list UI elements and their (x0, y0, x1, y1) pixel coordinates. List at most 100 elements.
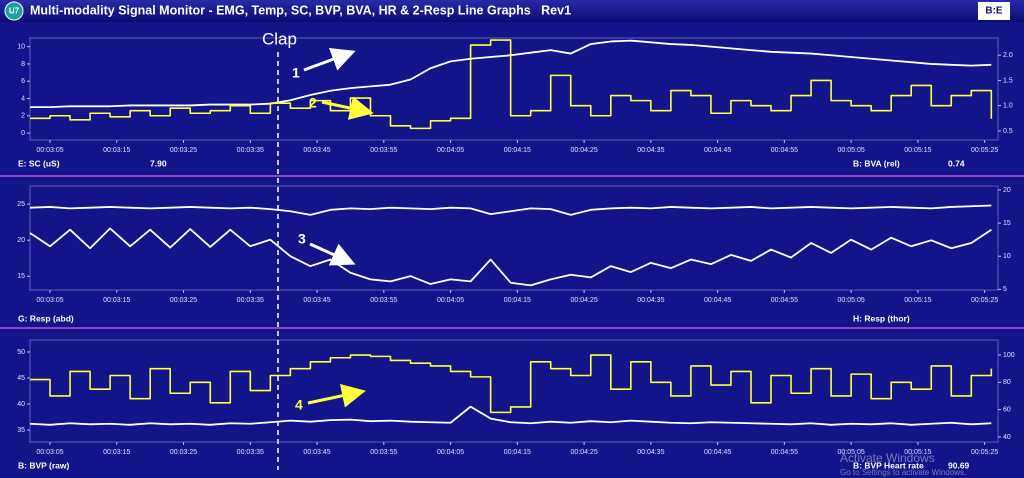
watermark-subtitle: Go to Settings to activate Windows. (840, 468, 966, 477)
series-line (29, 405, 992, 426)
charts: 0 2 4 6 8 10 0.5 1.0 1.5 2.0 00:03:05 00:03:15 00:03… (17, 37, 1015, 470)
x-tick-label: 00:03:55 (370, 297, 397, 304)
x-tick-label: 00:03:05 (36, 297, 63, 304)
annotation: 1 (292, 65, 300, 81)
arrow (309, 242, 356, 266)
x-tick-label: 00:04:55 (771, 147, 798, 154)
x-tick-label: 00:05:05 (838, 147, 865, 154)
series-line (29, 227, 992, 287)
x-tick-label: 00:04:35 (637, 449, 664, 456)
x-tick-label: 00:03:15 (103, 449, 130, 456)
x-tick-label: 00:04:25 (570, 449, 597, 456)
x-tick-label: 00:03:45 (303, 449, 330, 456)
y2-tick-label: 5 (1003, 286, 1007, 293)
x-tick-label: 00:05:05 (838, 449, 865, 456)
y2-tick-label: 60 (1003, 406, 1011, 413)
x-tick-label: 00:04:45 (704, 147, 731, 154)
y-tick-label: 25 (17, 201, 25, 208)
x-tick-label: 00:04:15 (504, 449, 531, 456)
y-tick-label: 8 (21, 61, 25, 68)
series-line (30, 354, 993, 414)
annotation: 2 (309, 95, 317, 111)
readout: 90.69 (948, 460, 970, 470)
x-tick-label: 00:05:15 (904, 147, 931, 154)
y-tick-label: 10 (17, 43, 25, 50)
x-tick-label: 00:03:25 (170, 449, 197, 456)
x-tick-label: 00:04:25 (570, 147, 597, 154)
annotation: 4 (295, 397, 303, 413)
annotation: Clap (262, 29, 297, 48)
x-tick-label: 00:04:05 (437, 147, 464, 154)
series-label: G: Resp (abd) (18, 313, 74, 323)
x-tick-label: 00:05:25 (971, 449, 998, 456)
arrow (307, 383, 366, 408)
arrow (321, 96, 374, 120)
x-tick-label: 00:03:55 (370, 147, 397, 154)
y2-tick-label: 10 (1003, 253, 1011, 260)
y2-tick-label: 1.0 (1003, 103, 1013, 110)
y-tick-label: 50 (17, 349, 25, 356)
x-tick-label: 00:03:05 (36, 449, 63, 456)
x-tick-label: 00:04:55 (771, 297, 798, 304)
x-tick-label: 00:05:15 (904, 297, 931, 304)
x-tick-label: 00:04:45 (704, 449, 731, 456)
y-tick-label: 0 (21, 130, 25, 137)
y-tick-label: 20 (17, 237, 25, 244)
readout: 0.74 (948, 158, 965, 168)
series-label: B: BVA (rel) (853, 158, 900, 168)
series-label: H: Resp (thor) (853, 313, 910, 323)
readout: 7.90 (150, 158, 167, 168)
plot-area (29, 339, 999, 443)
series-label: B: BVP Heart rate (853, 460, 924, 470)
x-tick-label: 00:03:15 (103, 147, 130, 154)
y2-tick-label: 40 (1003, 434, 1011, 441)
x-tick-label: 00:03:35 (237, 147, 264, 154)
x-tick-label: 00:03:35 (237, 449, 264, 456)
x-tick-label: 00:04:15 (504, 297, 531, 304)
y2-tick-label: 20 (1003, 187, 1011, 194)
x-tick-label: 00:05:25 (971, 297, 998, 304)
logo: B:E (985, 6, 1003, 17)
x-tick-label: 00:05:25 (971, 147, 998, 154)
plot-area (29, 37, 999, 141)
arrow (303, 47, 356, 72)
series-line (30, 39, 993, 130)
x-tick-label: 00:04:25 (570, 297, 597, 304)
y2-tick-label: 80 (1003, 379, 1011, 386)
y-tick-label: 15 (17, 273, 25, 280)
y2-tick-label: 2.0 (1003, 52, 1013, 59)
series-label: E: SC (uS) (18, 158, 60, 168)
x-tick-label: 00:03:45 (303, 147, 330, 154)
series-line (29, 204, 992, 216)
y-tick-label: 4 (21, 95, 25, 102)
app-badge (4, 1, 24, 21)
x-tick-label: 00:04:15 (504, 147, 531, 154)
y2-tick-label: 15 (1003, 220, 1011, 227)
y-tick-label: 40 (17, 401, 25, 408)
x-tick-label: 00:04:05 (437, 297, 464, 304)
x-tick-label: 00:04:55 (771, 449, 798, 456)
y-tick-label: 2 (21, 113, 25, 120)
y-tick-label: 6 (21, 78, 25, 85)
window-title: Multi-modality Signal Monitor - EMG, Tem… (30, 3, 571, 17)
x-tick-label: 00:04:05 (437, 449, 464, 456)
x-tick-label: 00:03:25 (170, 147, 197, 154)
x-tick-label: 00:05:15 (904, 449, 931, 456)
x-tick-label: 00:05:05 (838, 297, 865, 304)
logo-box (978, 2, 1010, 20)
x-tick-label: 00:03:35 (237, 297, 264, 304)
series-label: B: BVP (raw) (18, 460, 69, 470)
plot-area (29, 185, 999, 291)
watermark-title: Activate Windows (840, 451, 935, 465)
x-tick-label: 00:03:55 (370, 449, 397, 456)
x-tick-label: 00:03:05 (36, 147, 63, 154)
x-tick-label: 00:04:45 (704, 297, 731, 304)
badge-text: U7 (9, 7, 20, 16)
y2-tick-label: 100 (1003, 352, 1015, 359)
title-bar (0, 0, 1024, 22)
x-tick-label: 00:03:45 (303, 297, 330, 304)
annotation: 3 (298, 231, 306, 247)
x-tick-label: 00:04:35 (637, 147, 664, 154)
